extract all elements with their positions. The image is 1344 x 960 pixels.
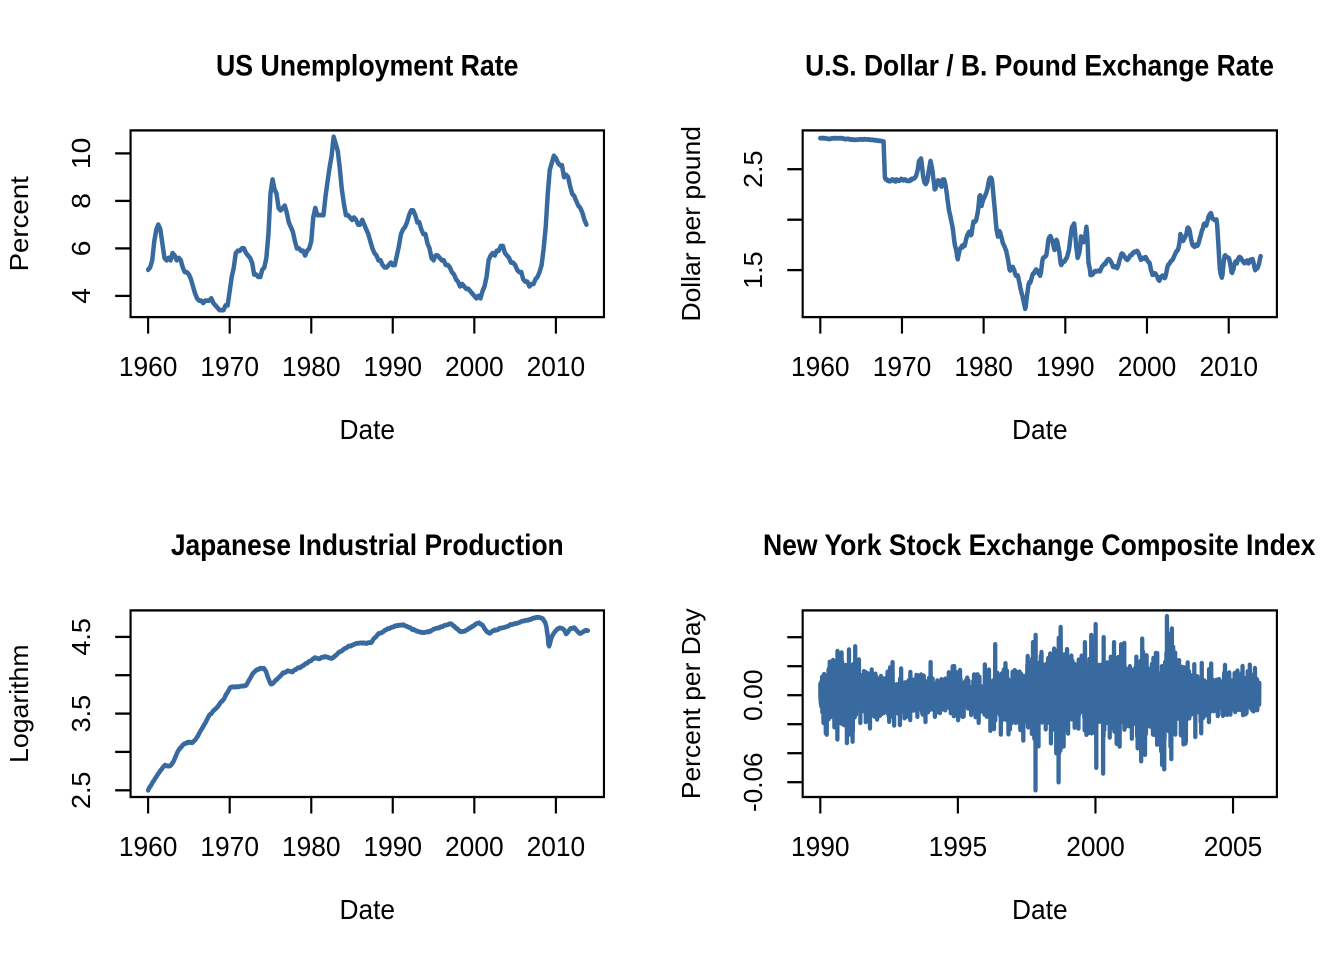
svg-text:Japanese Industrial Production: Japanese Industrial Production (171, 529, 564, 562)
svg-text:2000: 2000 (1066, 830, 1125, 862)
svg-text:Percent: Percent (4, 176, 34, 272)
svg-text:2000: 2000 (445, 350, 504, 382)
svg-text:1960: 1960 (119, 830, 178, 862)
svg-text:2000: 2000 (445, 830, 504, 862)
svg-text:2010: 2010 (1199, 350, 1258, 382)
svg-text:2000: 2000 (1118, 350, 1177, 382)
svg-text:Date: Date (339, 413, 395, 445)
svg-text:2010: 2010 (527, 350, 586, 382)
svg-text:1980: 1980 (282, 830, 341, 862)
svg-text:8: 8 (66, 193, 96, 209)
svg-text:Logarithm: Logarithm (4, 645, 34, 763)
svg-text:1990: 1990 (363, 350, 422, 382)
svg-text:4: 4 (66, 288, 96, 304)
svg-text:1960: 1960 (791, 350, 850, 382)
svg-text:0.00: 0.00 (738, 669, 768, 721)
svg-text:2.5: 2.5 (66, 772, 96, 810)
svg-text:New York Stock Exchange Compos: New York Stock Exchange Composite Index (763, 529, 1316, 562)
svg-text:Date: Date (1012, 413, 1068, 445)
svg-text:Percent per Day: Percent per Day (676, 608, 706, 799)
svg-text:Date: Date (1012, 893, 1068, 925)
svg-text:1970: 1970 (200, 830, 259, 862)
svg-text:1990: 1990 (791, 830, 850, 862)
svg-text:2005: 2005 (1204, 830, 1263, 862)
svg-text:1990: 1990 (363, 830, 422, 862)
svg-text:1980: 1980 (282, 350, 341, 382)
svg-text:10: 10 (66, 138, 96, 169)
svg-text:Date: Date (339, 893, 395, 925)
svg-text:U.S. Dollar / B. Pound Exchang: U.S. Dollar / B. Pound Exchange Rate (805, 50, 1274, 83)
svg-text:6: 6 (66, 241, 96, 257)
svg-text:Dollar per pound: Dollar per pound (676, 126, 706, 321)
svg-text:-0.06: -0.06 (738, 752, 768, 812)
svg-text:US Unemployment Rate: US Unemployment Rate (216, 50, 518, 83)
svg-text:1995: 1995 (929, 830, 988, 862)
svg-text:1.5: 1.5 (738, 251, 768, 289)
svg-text:1960: 1960 (119, 350, 178, 382)
svg-text:4.5: 4.5 (66, 618, 96, 656)
svg-text:3.5: 3.5 (66, 695, 96, 733)
svg-text:2010: 2010 (527, 830, 586, 862)
svg-text:1970: 1970 (200, 350, 259, 382)
svg-text:1990: 1990 (1036, 350, 1095, 382)
svg-text:2.5: 2.5 (738, 150, 768, 188)
svg-text:1970: 1970 (873, 350, 932, 382)
svg-text:1980: 1980 (954, 350, 1013, 382)
